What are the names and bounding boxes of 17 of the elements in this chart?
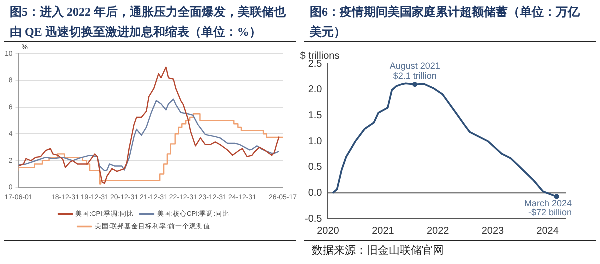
x-tick-label: 2022 xyxy=(426,226,450,237)
source-note: 数据来源：旧金山联储官网 xyxy=(304,240,596,263)
y-tick-label: -0.5 xyxy=(304,214,323,225)
chart-title: 图5：进入 2022 年后，通胀压力全面爆发，美联储也由 QE 迅速切换至激进加息和缩表（单位：%） xyxy=(4,0,296,42)
x-tick-label: 2021 xyxy=(372,226,395,237)
x-tick-label: 2024 xyxy=(536,226,560,237)
x-tick-label: 2020 xyxy=(317,226,340,237)
y-tick-label: 1.5 xyxy=(308,110,323,122)
y-tick-label: 1.0 xyxy=(308,136,323,148)
y-tick-label: 2.5 xyxy=(308,58,323,70)
annotation: August 2021 $2.1 trillion xyxy=(390,61,440,82)
x-tick-label: 2023 xyxy=(482,226,505,237)
chart-title: 图6：疫情期间美国家庭累计超额储蓄（单位：万亿美元） xyxy=(304,0,596,42)
y-tick-label: 0.5 xyxy=(308,162,323,174)
y-tick-label: 0.0 xyxy=(308,188,323,199)
annotation: March 2024 -$72 billion xyxy=(524,198,572,218)
y-tick-label: 2.0 xyxy=(308,84,323,96)
